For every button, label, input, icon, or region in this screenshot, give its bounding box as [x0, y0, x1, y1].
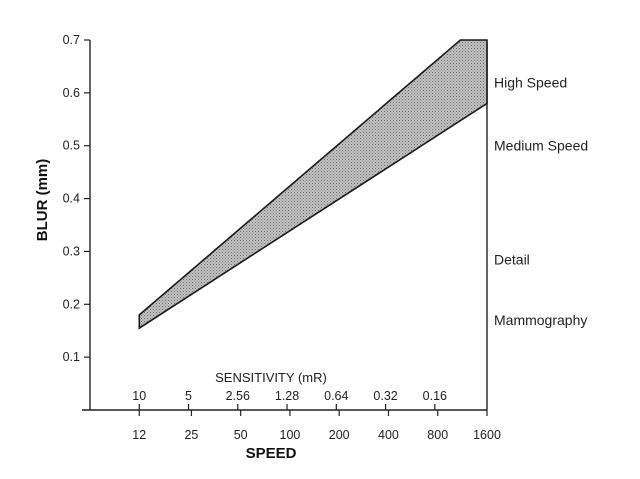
category-label: High Speed: [494, 74, 567, 90]
category-label: Detail: [494, 251, 530, 267]
speed-tick-label: 800: [427, 428, 448, 442]
speed-ticks: 12 25 50 100 200 400 800 1600: [132, 410, 501, 442]
speed-tick-label: 25: [184, 428, 198, 442]
sensitivity-ticks: 10 5 2.56 1.28 0.64 0.32 0.16: [132, 389, 447, 410]
blur-band: [138, 39, 488, 330]
x-axis-title: SPEED: [246, 445, 297, 462]
sensitivity-tick-label: 5: [185, 389, 192, 403]
sensitivity-tick-label: 10: [132, 389, 146, 403]
y-tick-label: 0.2: [63, 297, 80, 311]
y-tick-label: 0.4: [63, 192, 80, 206]
speed-tick-label: 1600: [473, 428, 501, 442]
sensitivity-tick-label: 1.28: [275, 389, 299, 403]
speed-tick-label: 12: [132, 428, 146, 442]
speed-tick-label: 100: [280, 428, 301, 442]
speed-tick-label: 400: [378, 428, 399, 442]
y-tick-label: 0.6: [63, 86, 80, 100]
category-label: Mammography: [494, 312, 587, 328]
sensitivity-tick-label: 2.56: [226, 389, 250, 403]
y-tick-label: 0.7: [63, 33, 80, 47]
y-tick-label: 0.5: [63, 139, 80, 153]
sensitivity-tick-label: 0.16: [423, 389, 447, 403]
y-axis-title: BLUR (mm): [34, 159, 51, 242]
y-ticks: 0.1 0.2 0.3 0.4 0.5 0.6 0.7: [63, 33, 90, 364]
category-label: Medium Speed: [494, 138, 588, 154]
y-tick-label: 0.1: [63, 350, 80, 364]
y-tick-label: 0.3: [63, 244, 80, 258]
sensitivity-tick-label: 0.32: [373, 389, 397, 403]
sensitivity-axis-title: SENSITIVITY (mR): [215, 370, 327, 385]
sensitivity-tick-label: 0.64: [324, 389, 348, 403]
speed-tick-label: 200: [329, 428, 350, 442]
category-labels: High Speed Medium Speed Detail Mammography: [494, 74, 588, 328]
speed-tick-label: 50: [234, 428, 248, 442]
